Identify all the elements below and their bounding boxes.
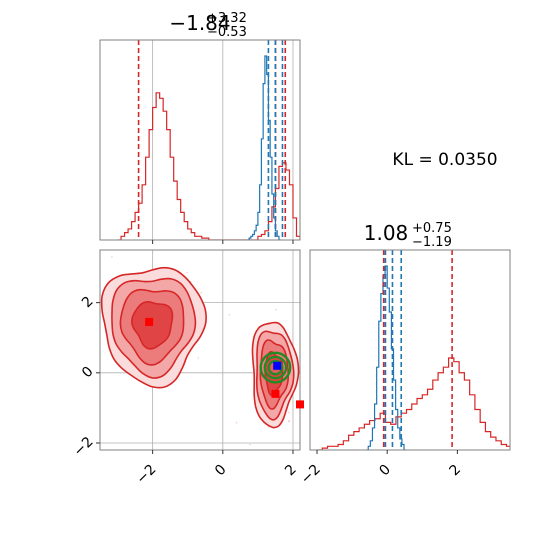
joint-marker-3 — [296, 400, 304, 409]
joint-marker-1 — [273, 361, 282, 370]
marginal-y-title-minus: −1.19 — [412, 235, 452, 250]
marginal-x-title-median: −1.84 — [169, 11, 230, 35]
marginal-x-title-minus: −0.53 — [207, 25, 247, 40]
joint-reference-ring-1 — [263, 355, 288, 380]
joint-marker-0 — [145, 317, 154, 326]
joint-ytick-label-2: 2 — [79, 293, 97, 311]
marginal-x-ticks — [152, 240, 294, 244]
joint-xtick-label-1: 0 — [212, 462, 230, 480]
marginal-y-tick-label-2: 2 — [447, 462, 465, 480]
marginal-y-panel: 1.08 +0.75 −1.19 −2 0 2 — [298, 221, 511, 487]
marginal-x-plot — [117, 40, 300, 240]
marginal-y-title-plus: +0.75 — [412, 221, 452, 236]
marginal-y-tick-label-0: −2 — [298, 462, 324, 488]
joint-ytick-label-1: 0 — [79, 364, 97, 382]
joint-marker-2 — [271, 389, 280, 398]
marginal-x-frame — [99, 39, 301, 241]
marginal-y-tick-label-1: 0 — [376, 462, 394, 480]
kl-label: KL = 0.0350 — [392, 150, 497, 170]
marginal-x-panel: −1.84 +3.32 −0.53 — [99, 11, 301, 244]
marginal-y-frame — [309, 249, 511, 451]
marginal-x-hist-series-0 — [117, 92, 300, 240]
joint-panel: −2 0 2−202 — [71, 249, 304, 488]
marginal-y-title: 1.08 — [364, 221, 409, 245]
joint-ytick-label-0: −2 — [71, 434, 97, 460]
marginal-x-title-plus: +3.32 — [207, 11, 247, 26]
joint-plot — [100, 256, 300, 446]
marginal-x-title: −1.84 — [169, 11, 230, 35]
marginal-y-title-median: 1.08 — [364, 221, 409, 245]
joint-reference-ring-0 — [259, 351, 292, 384]
joint-markers-outside — [296, 400, 304, 409]
marginal-y-ticks: −2 0 2 — [298, 450, 464, 487]
marginal-y-plot — [317, 250, 510, 450]
joint-xtick-label-0: −2 — [134, 462, 160, 488]
marginal-y-hist-series-0 — [317, 357, 510, 450]
joint-frame — [99, 249, 301, 451]
